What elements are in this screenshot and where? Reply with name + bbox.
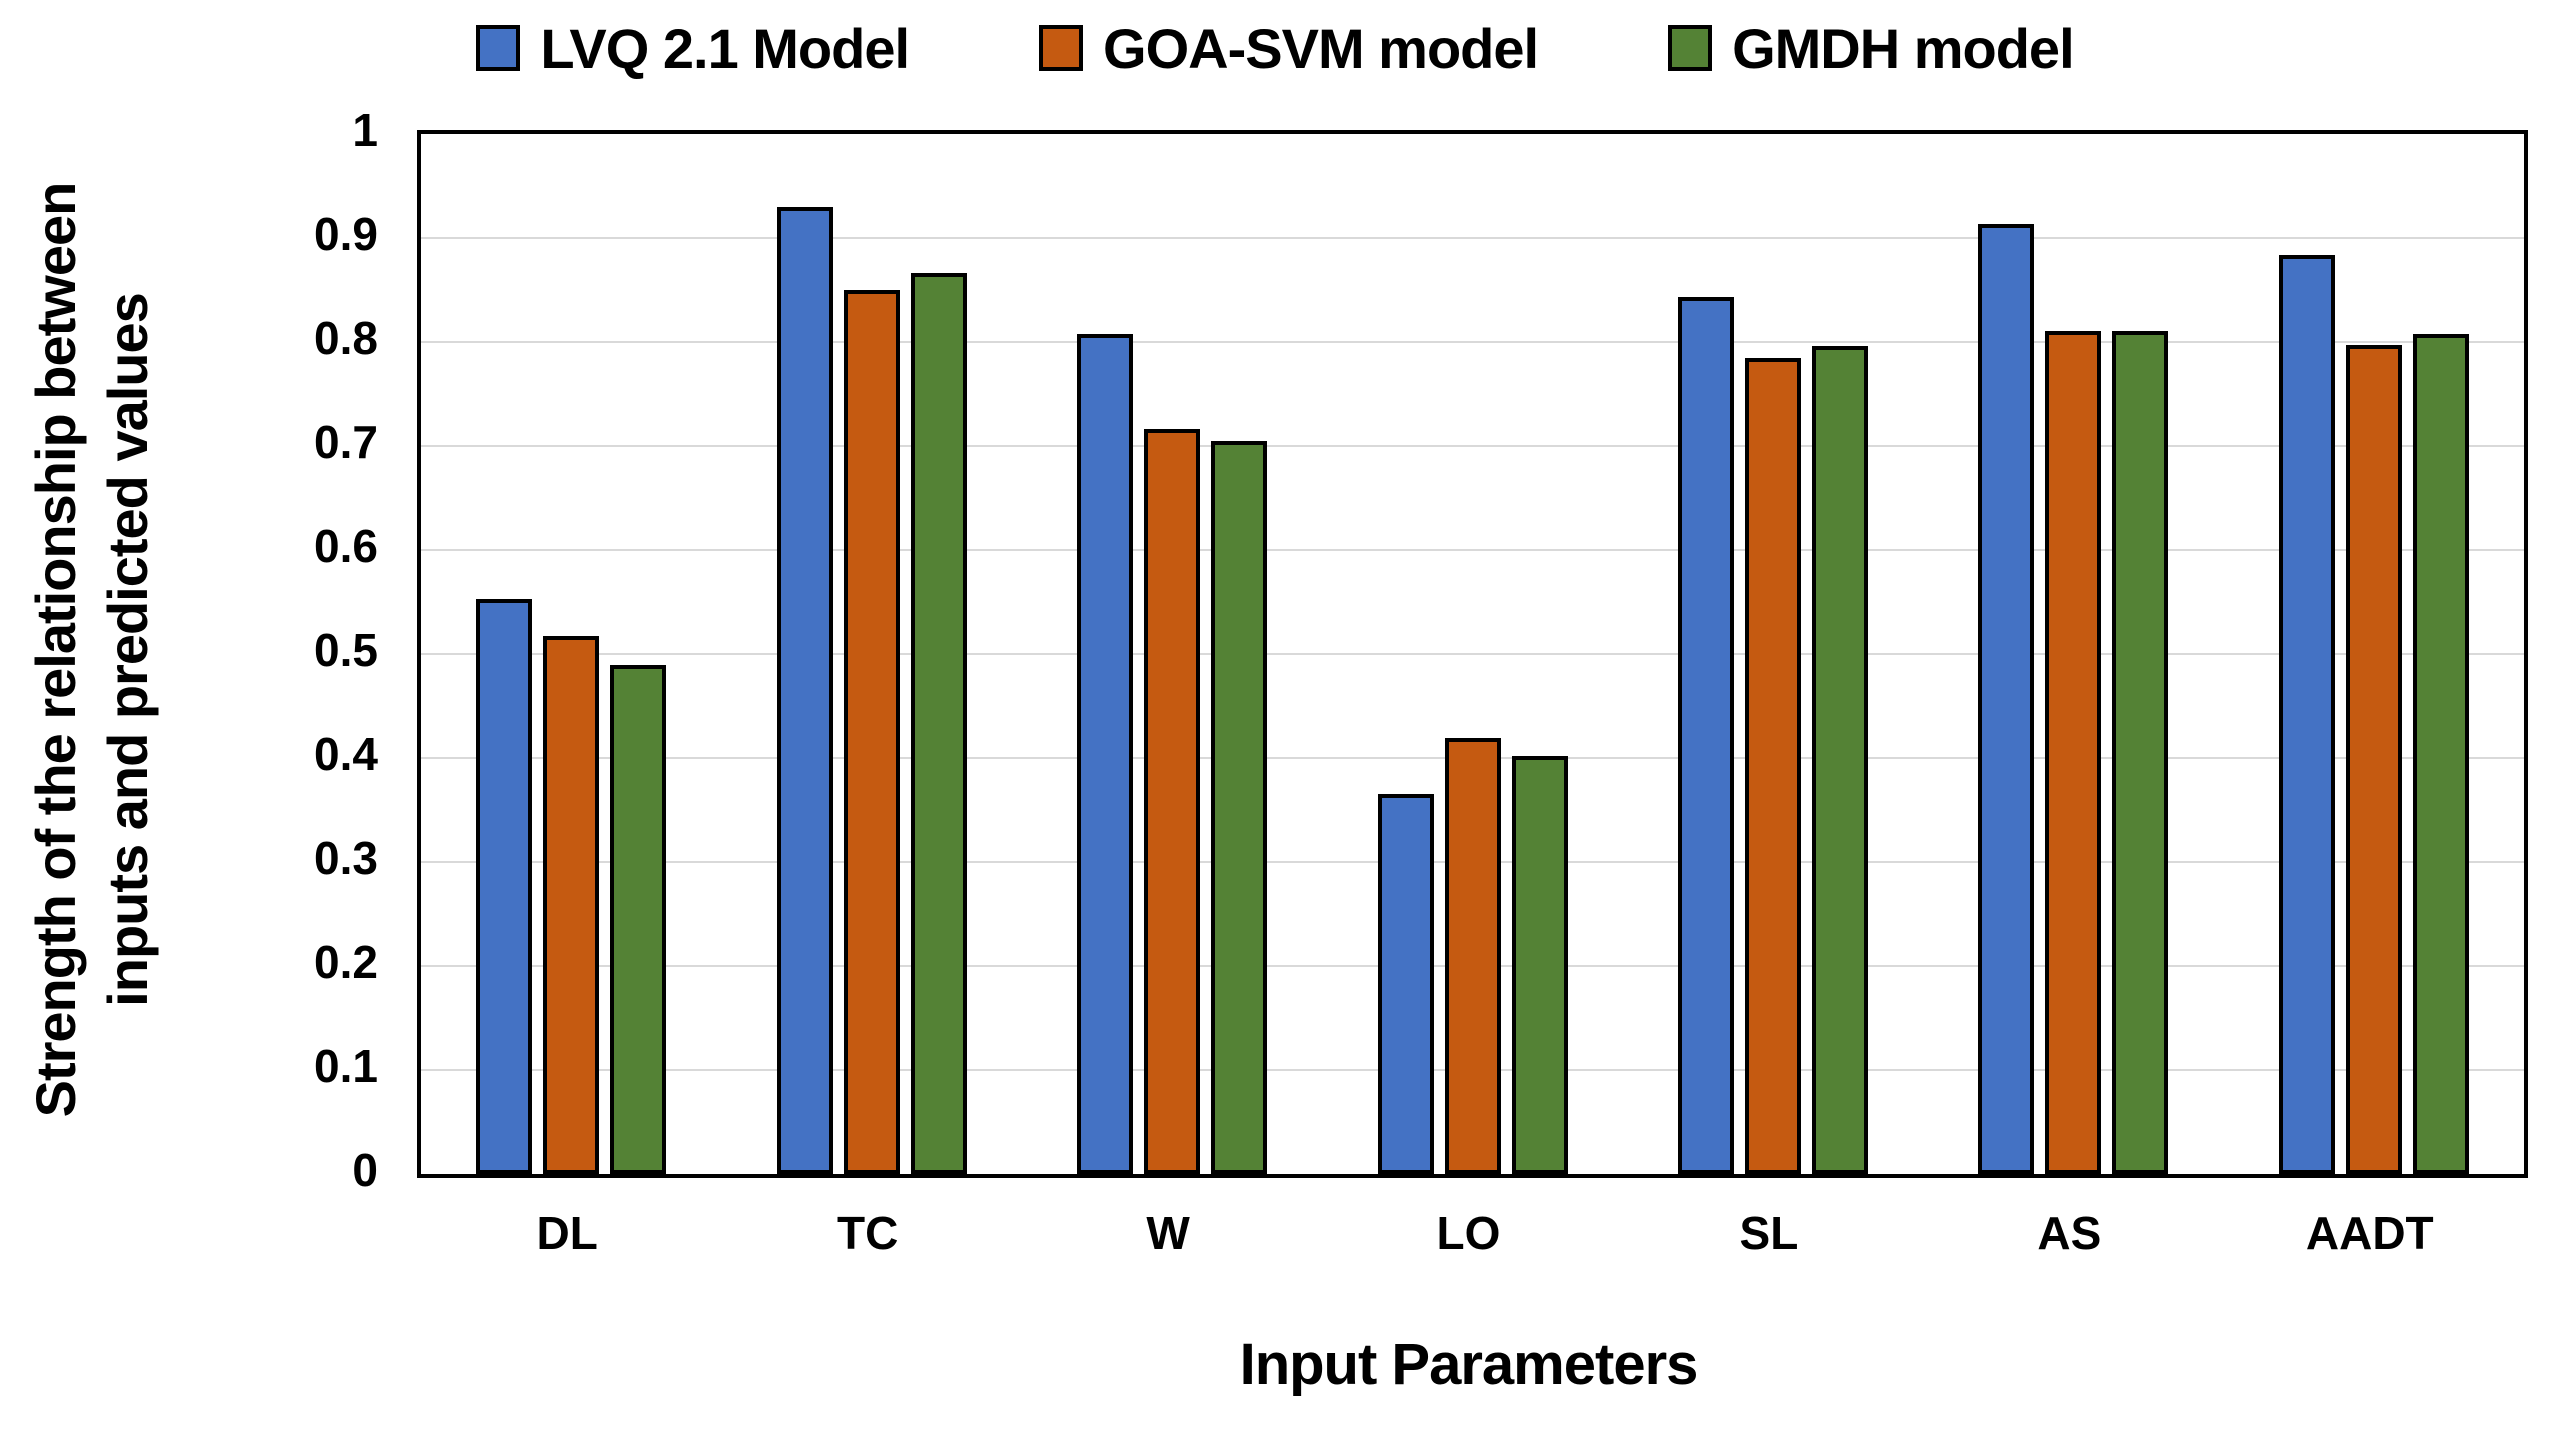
bar-as-3 bbox=[2112, 331, 2169, 1174]
bar-as-1 bbox=[1978, 224, 2035, 1174]
y-tick-label: 0 bbox=[352, 1144, 378, 1196]
legend-label: LVQ 2.1 Model bbox=[540, 16, 910, 80]
legend-item-1: LVQ 2.1 Model bbox=[476, 16, 910, 81]
bar-dl-3 bbox=[610, 665, 667, 1174]
gridline bbox=[421, 237, 2524, 239]
bar-tc-3 bbox=[910, 273, 967, 1174]
y-tick-label: 0.3 bbox=[314, 832, 378, 884]
bar-tc-2 bbox=[843, 290, 900, 1174]
y-tick-label: 0.2 bbox=[314, 936, 378, 988]
legend-item-3: GMDH model bbox=[1668, 16, 2075, 81]
gridline bbox=[421, 653, 2524, 655]
x-axis-title: Input Parameters bbox=[1239, 1332, 1699, 1397]
y-tick-label: 0.4 bbox=[314, 728, 378, 780]
bar-w-2 bbox=[1144, 429, 1201, 1174]
bar-lo-2 bbox=[1444, 738, 1501, 1174]
x-category-label-w: W bbox=[1146, 1207, 1190, 1259]
bar-lo-1 bbox=[1377, 794, 1434, 1174]
legend-item-2: GOA-SVM model bbox=[1039, 16, 1539, 81]
y-tick-label: 0.7 bbox=[314, 416, 378, 468]
y-tick-label: 0.1 bbox=[314, 1040, 378, 1092]
y-tick-label: 0.6 bbox=[314, 520, 378, 572]
x-category-label-dl: DL bbox=[536, 1207, 598, 1259]
bar-dl-1 bbox=[476, 599, 533, 1174]
bar-aadt-2 bbox=[2345, 345, 2402, 1174]
y-tick-label: 0.9 bbox=[314, 208, 378, 260]
plot-area bbox=[417, 130, 2528, 1178]
legend: LVQ 2.1 Model GOA-SVM model GMDH model bbox=[0, 8, 2550, 88]
y-tick-label: 0.5 bbox=[314, 624, 378, 676]
legend-swatch-icon bbox=[1039, 25, 1084, 71]
legend-swatch-icon bbox=[1668, 25, 1713, 71]
bar-as-2 bbox=[2045, 331, 2102, 1174]
x-category-label-sl: SL bbox=[1739, 1207, 1799, 1259]
bar-dl-2 bbox=[543, 636, 600, 1174]
bar-w-1 bbox=[1077, 334, 1134, 1174]
gridline bbox=[421, 445, 2524, 447]
y-tick-label: 0.8 bbox=[314, 312, 378, 364]
bar-w-3 bbox=[1211, 441, 1268, 1174]
bar-sl-1 bbox=[1677, 297, 1734, 1174]
bar-aadt-1 bbox=[2278, 255, 2335, 1174]
bar-tc-1 bbox=[776, 207, 833, 1174]
gridline bbox=[421, 341, 2524, 343]
bar-lo-3 bbox=[1511, 756, 1568, 1174]
legend-swatch-icon bbox=[476, 25, 521, 71]
x-category-label-as: AS bbox=[2037, 1207, 2102, 1259]
legend-label: GOA-SVM model bbox=[1103, 16, 1539, 80]
x-category-label-tc: TC bbox=[836, 1207, 899, 1259]
bar-sl-2 bbox=[1744, 358, 1801, 1174]
x-category-label-aadt: AADT bbox=[2305, 1207, 2434, 1259]
y-tick-label: 1 bbox=[352, 104, 378, 156]
x-category-label-lo: LO bbox=[1436, 1207, 1501, 1259]
legend-label: GMDH model bbox=[1732, 16, 2075, 80]
bar-sl-3 bbox=[1811, 346, 1868, 1174]
bar-aadt-3 bbox=[2412, 334, 2469, 1174]
gridline bbox=[421, 549, 2524, 551]
